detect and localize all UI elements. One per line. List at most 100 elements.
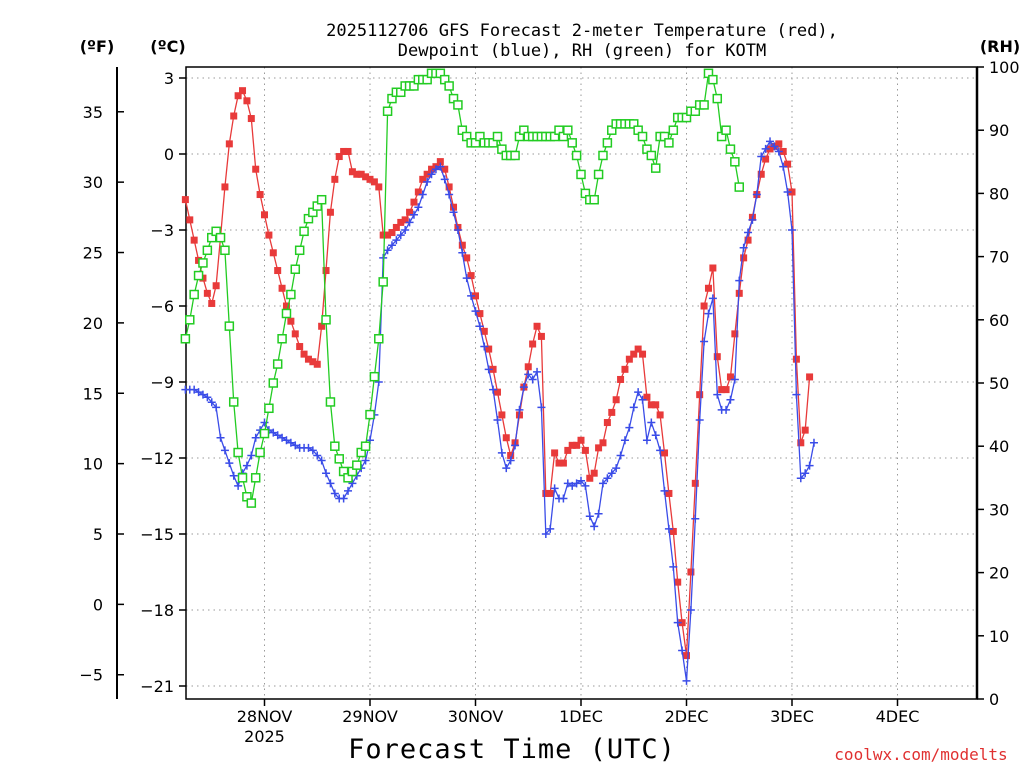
data-point <box>489 385 498 394</box>
rh-tick-label: 60 <box>989 311 1009 330</box>
data-point <box>467 272 475 280</box>
data-point <box>708 74 718 85</box>
data-point <box>801 469 810 478</box>
data-point <box>216 433 225 442</box>
rh-tick-label: 20 <box>989 564 1009 583</box>
celsius-tick-label: −12 <box>140 449 174 468</box>
fahrenheit-tick-label: 15 <box>83 384 103 403</box>
data-point <box>251 433 260 442</box>
data-point <box>467 291 476 300</box>
data-point <box>335 153 343 161</box>
data-point <box>369 371 380 382</box>
data-point <box>392 236 401 245</box>
data-point <box>788 226 796 234</box>
data-point <box>476 310 484 318</box>
data-point <box>725 144 736 154</box>
data-point <box>436 162 445 171</box>
data-point <box>304 443 313 452</box>
data-point <box>423 170 431 178</box>
data-point <box>237 473 248 483</box>
data-point <box>507 451 515 459</box>
fahrenheit-axis: 35 30 25 20 15 10 5 0 −5 <box>79 103 124 685</box>
data-point <box>450 203 458 211</box>
data-point <box>193 270 204 281</box>
data-point <box>590 522 599 531</box>
data-point <box>567 138 577 148</box>
data-point <box>239 87 247 95</box>
data-point <box>730 157 740 167</box>
data-point <box>277 334 287 344</box>
rh-tick-label: 0 <box>989 690 999 709</box>
fahrenheit-tick-label: 30 <box>83 173 103 192</box>
chart-title-line1: 2025112706 GFS Forecast 2-meter Temperat… <box>326 21 838 41</box>
data-point <box>281 308 292 319</box>
data-point <box>220 446 229 455</box>
data-point <box>331 175 339 183</box>
celsius-tick-label: −9 <box>150 373 174 392</box>
data-point <box>731 330 739 338</box>
data-point <box>225 140 233 148</box>
data-point <box>748 215 757 224</box>
data-point <box>492 131 503 142</box>
data-point <box>602 138 613 148</box>
celsius-tick-label: 0 <box>164 145 174 164</box>
time-tick-label: 1DEC <box>559 707 603 726</box>
data-point <box>788 188 796 196</box>
data-point <box>647 418 656 427</box>
data-point <box>577 436 585 444</box>
data-point <box>234 92 242 100</box>
data-point <box>542 489 550 497</box>
data-point <box>453 226 462 234</box>
fahrenheit-tick-label: 10 <box>83 455 103 474</box>
data-point <box>650 163 661 173</box>
celsius-tick-label: −3 <box>150 221 174 240</box>
data-point <box>691 479 699 487</box>
data-point <box>568 481 577 490</box>
data-point <box>445 190 454 199</box>
data-point <box>419 175 427 183</box>
data-point <box>405 218 414 227</box>
data-point <box>388 229 396 237</box>
data-point <box>797 439 805 447</box>
data-point <box>630 350 638 358</box>
data-point <box>208 299 216 307</box>
data-point <box>660 486 669 495</box>
time-tick-label: 29NOV <box>342 707 398 726</box>
data-point <box>325 397 336 407</box>
data-point <box>656 446 665 455</box>
data-point <box>409 210 418 219</box>
time-tick-label: 30NOV <box>448 707 504 726</box>
data-point <box>273 431 282 440</box>
data-point <box>282 302 290 310</box>
data-point <box>203 393 212 402</box>
rh-tick-label: 30 <box>989 500 1009 519</box>
data-point <box>418 190 427 199</box>
data-point <box>766 137 775 146</box>
data-point <box>374 334 384 344</box>
data-point <box>643 393 651 401</box>
data-point <box>559 494 568 503</box>
data-point <box>259 428 270 439</box>
data-point <box>304 355 312 363</box>
celsius-tick-label: −15 <box>140 525 174 544</box>
data-point <box>449 208 458 217</box>
fahrenheit-tick-label: 0 <box>93 595 103 614</box>
data-point <box>638 395 647 404</box>
data-point <box>686 606 695 614</box>
rh-tick-label: 40 <box>989 437 1009 456</box>
data-point <box>229 471 238 480</box>
series-dewpoint <box>181 137 818 685</box>
data-point <box>734 182 744 192</box>
data-point <box>185 315 195 325</box>
data-point <box>757 170 765 178</box>
data-point <box>687 568 695 576</box>
series-line <box>185 140 815 681</box>
data-point <box>252 165 260 173</box>
data-point <box>590 469 598 477</box>
data-point <box>242 461 251 470</box>
data-series <box>180 68 818 685</box>
data-point <box>668 125 679 135</box>
data-point <box>378 277 388 287</box>
